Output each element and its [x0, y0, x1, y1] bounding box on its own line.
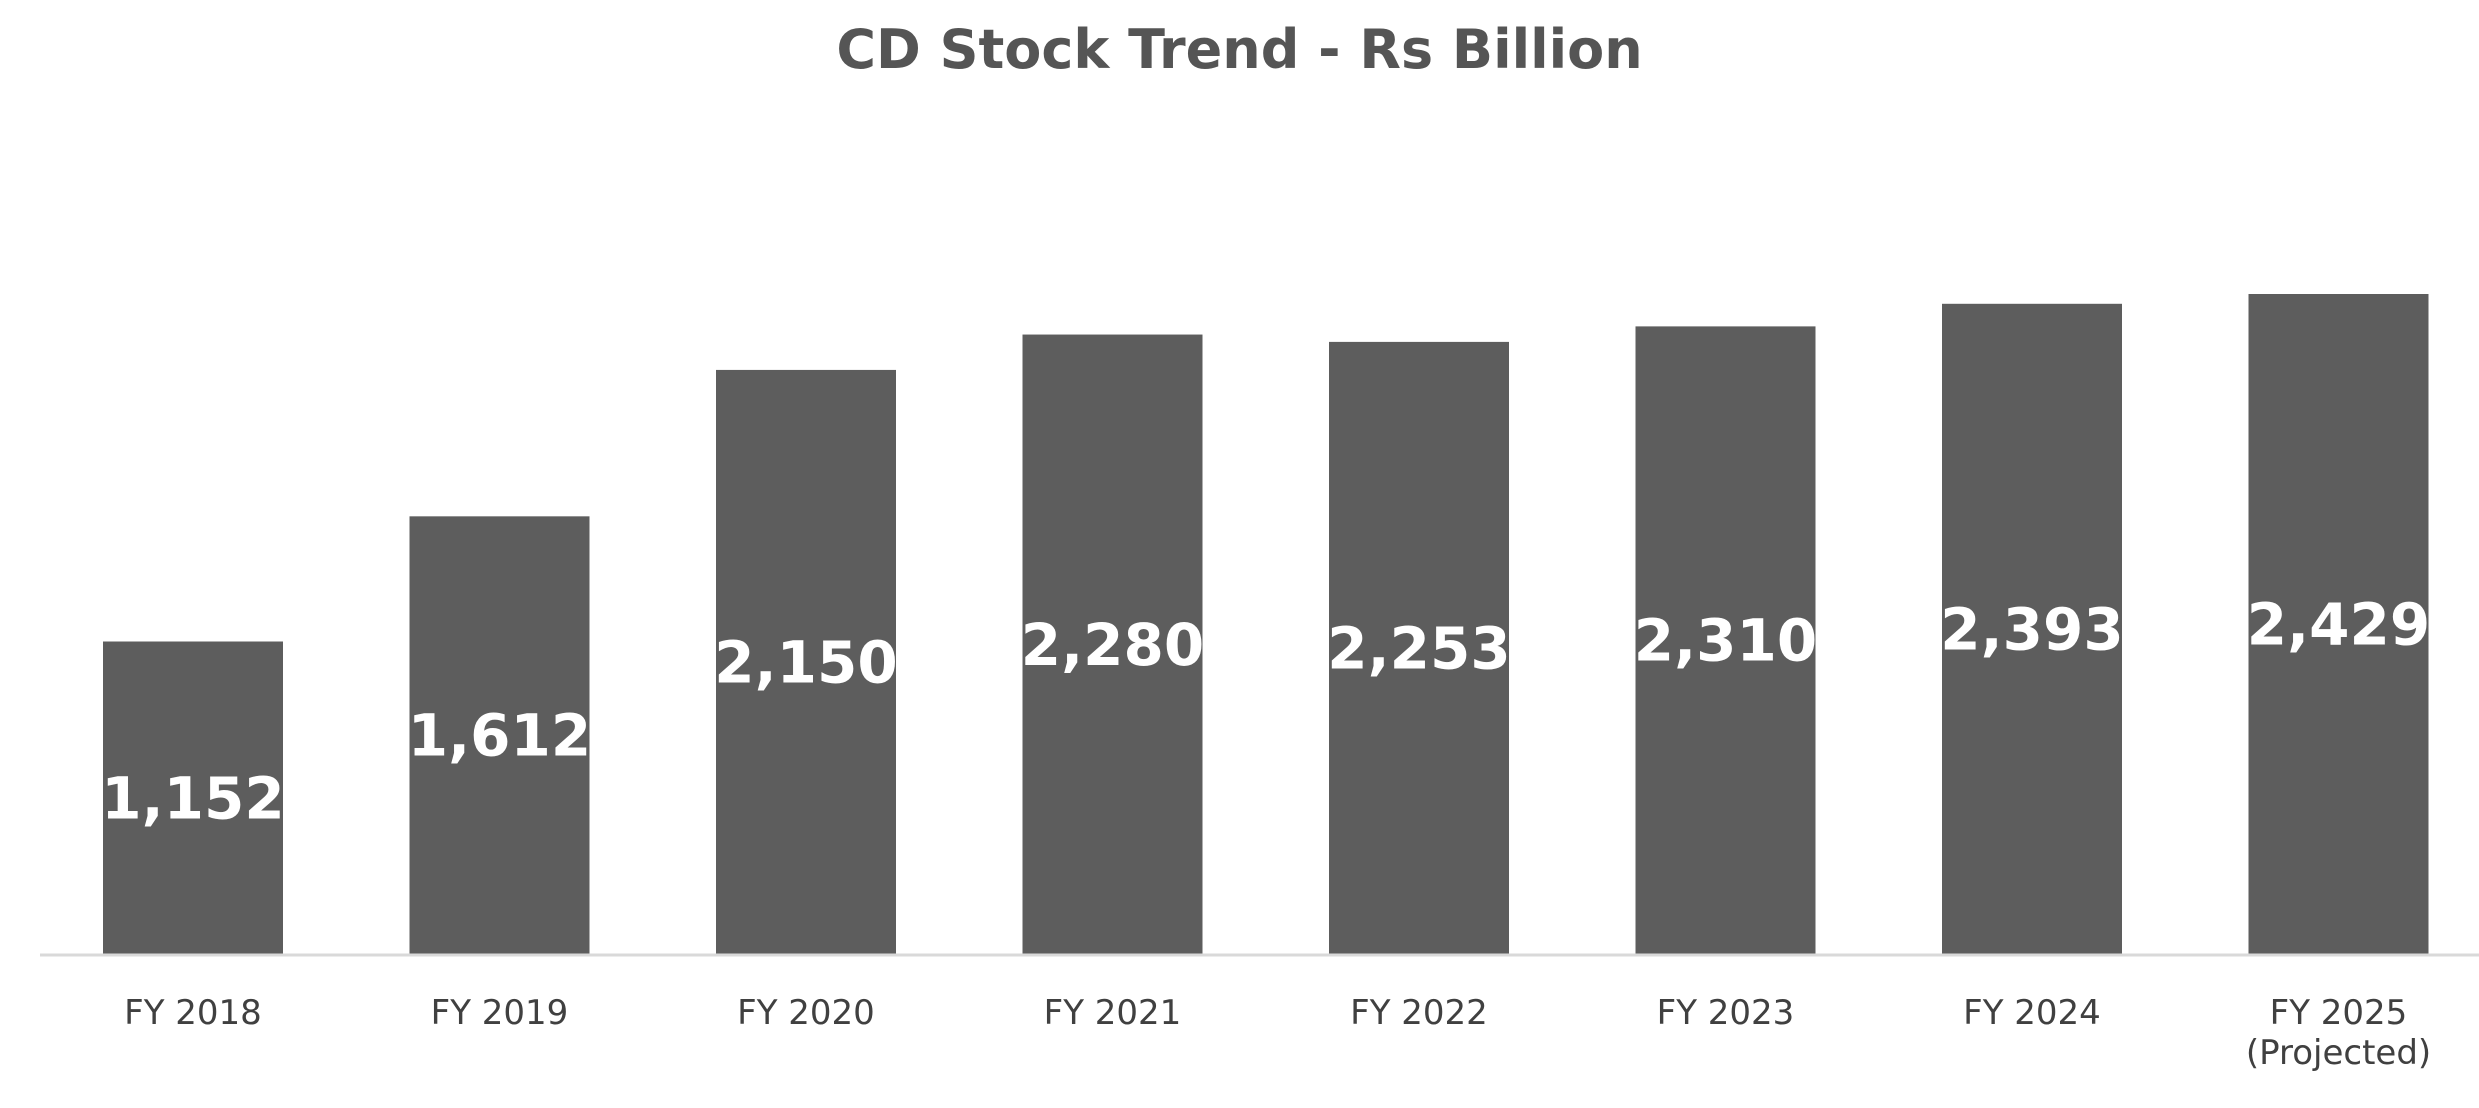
x-tick-label-line-7-0: FY 2025	[2270, 993, 2408, 1033]
x-tick-label-0: FY 2018	[124, 993, 262, 1033]
bar-data-label-2: 2,150	[714, 628, 897, 696]
x-tick-label-line-6-0: FY 2024	[1963, 993, 2101, 1033]
x-tick-label-line-1-0: FY 2019	[431, 993, 569, 1033]
bar-data-label-5: 2,310	[1634, 607, 1817, 675]
data-labels-layer: 1,152 1,612 2,150 2,280 2,253 2,310 2,393 2,429	[101, 591, 2430, 833]
x-tick-label-line-2-0: FY 2020	[737, 993, 875, 1033]
x-tick-label-line-4-0: FY 2022	[1350, 993, 1488, 1033]
bar-data-label-6: 2,393	[1940, 595, 2123, 663]
x-tick-label-5: FY 2023	[1657, 993, 1795, 1033]
bar-3	[1022, 334, 1203, 956]
chart-title: CD Stock Trend - Rs Billion	[836, 18, 1643, 81]
x-tick-label-7: FY 2025 (Projected)	[2246, 993, 2431, 1073]
bar-1	[409, 516, 590, 955]
bar-7	[2248, 294, 2429, 955]
bar-data-label-7: 2,429	[2247, 591, 2430, 659]
x-tick-labels-layer: FY 2018 FY 2019 FY 2020 FY 2021 FY 2022 FY 20…	[124, 993, 2431, 1073]
bars-layer	[103, 294, 2429, 956]
x-tick-label-6: FY 2024	[1963, 993, 2101, 1033]
x-tick-label-1: FY 2019	[431, 993, 569, 1033]
x-tick-label-line-3-0: FY 2021	[1044, 993, 1182, 1033]
x-tick-label-line-7-1: (Projected)	[2246, 1033, 2431, 1073]
x-tick-label-3: FY 2021	[1044, 993, 1182, 1033]
bar-data-label-1: 1,612	[408, 702, 591, 770]
bar-6	[1942, 303, 2122, 955]
x-tick-label-4: FY 2022	[1350, 993, 1488, 1033]
bar-data-label-0: 1,152	[101, 764, 284, 832]
bar-data-label-4: 2,253	[1327, 614, 1510, 682]
x-tick-label-line-5-0: FY 2023	[1657, 993, 1795, 1033]
bar-5	[1635, 326, 1816, 955]
bar-2	[716, 369, 896, 955]
bar-4	[1329, 341, 1509, 955]
bar-data-label-3: 2,280	[1021, 611, 1204, 679]
x-tick-label-2: FY 2020	[737, 993, 875, 1033]
x-tick-label-line-0-0: FY 2018	[124, 993, 262, 1033]
bar-0	[103, 641, 283, 955]
